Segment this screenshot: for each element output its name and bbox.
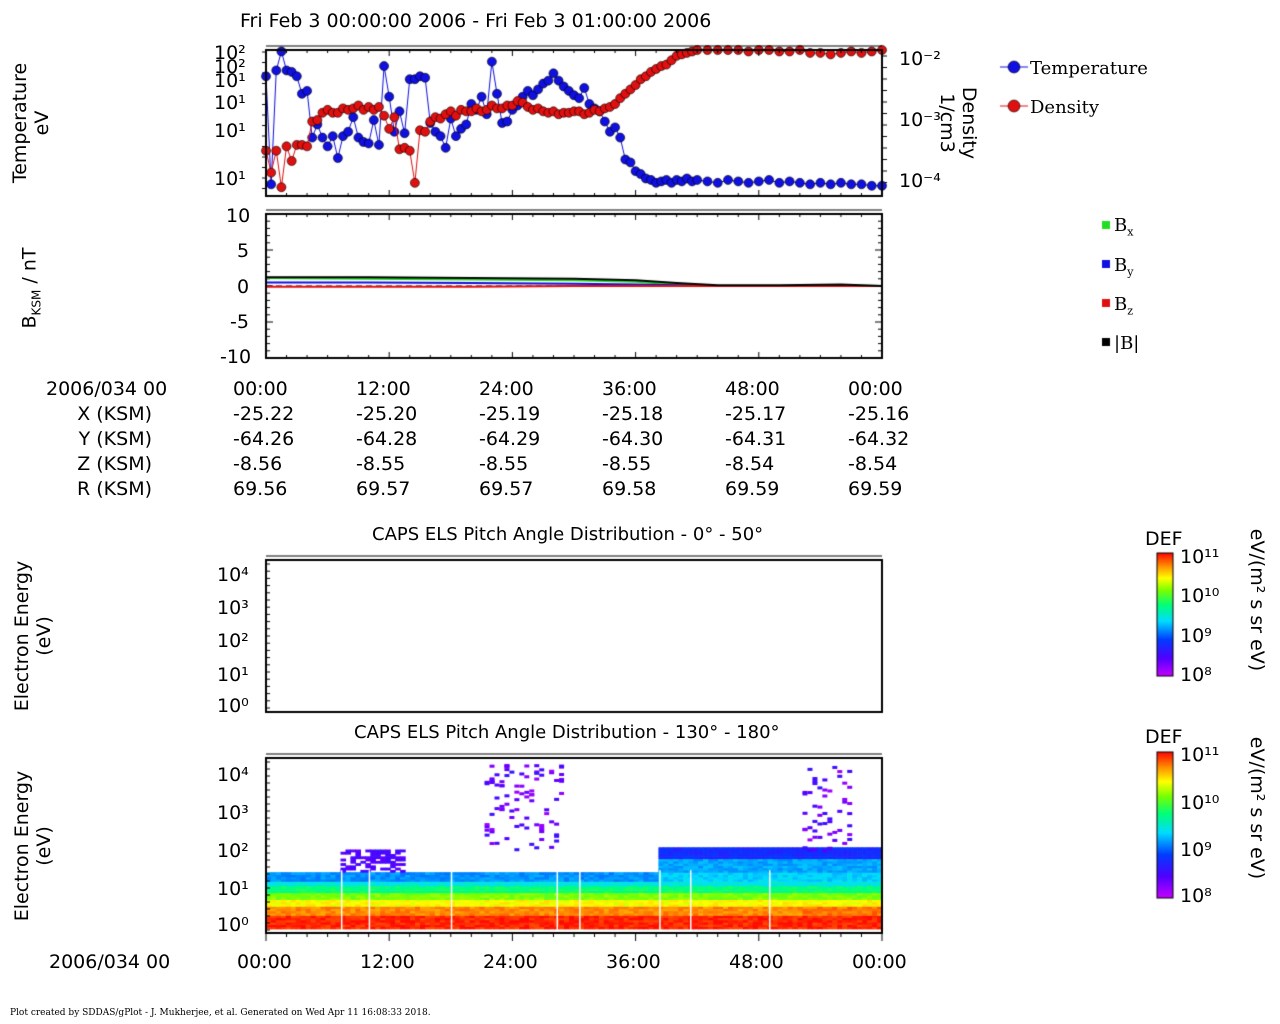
bottom-date-label: 2006/034 00 [49, 951, 171, 973]
ephem-value: 69.56 [233, 478, 288, 500]
magnetic-field-axis-label: BKSM / nT [18, 247, 44, 329]
legend-bmag: |B| [1114, 333, 1140, 354]
colorbar1-label: DEF [1145, 528, 1183, 550]
cb2-tick-0: 10¹¹ [1180, 744, 1220, 766]
ephem-row-label-2: Z (KSM) [77, 453, 152, 475]
b-tick-4: -10 [220, 346, 252, 368]
bottom-time-3: 36:00 [606, 951, 661, 973]
cb2-tick-2: 10⁹ [1180, 839, 1212, 861]
temp-tick-2: 10¹ [214, 70, 246, 92]
cb1-tick-3: 10⁸ [1180, 664, 1212, 686]
ephem-value: 69.57 [479, 478, 534, 500]
ephem-value: -8.54 [725, 453, 775, 475]
ephem-value: -25.17 [725, 403, 787, 425]
temp-tick-5: 10¹ [214, 168, 246, 190]
b-tick-0: 10 [226, 205, 251, 227]
ephem-time-2: 24:00 [479, 378, 534, 400]
cb1-tick-1: 10¹⁰ [1180, 585, 1220, 607]
spec1-tick-1: 10³ [217, 597, 249, 619]
footer-credit: Plot created by SDDAS/gPlot - J. Mukherj… [10, 1008, 431, 1018]
temp-tick-0: 10² [214, 42, 246, 64]
temp-tick-3: 10¹ [214, 92, 246, 114]
spectrogram1-ylabel: Electron Energy (eV) [11, 560, 55, 712]
legend-bx: Bx [1114, 215, 1134, 239]
ephem-value: 69.57 [356, 478, 411, 500]
spec2-tick-3: 10¹ [217, 878, 249, 900]
ephem-value: -8.55 [356, 453, 406, 475]
ephem-value: -64.26 [233, 428, 295, 450]
ephem-value: -25.19 [479, 403, 541, 425]
ephem-time-4: 48:00 [725, 378, 780, 400]
spec2-tick-4: 10⁰ [217, 914, 249, 936]
ephem-time-1: 12:00 [356, 378, 411, 400]
ephem-value: 69.59 [725, 478, 780, 500]
ephem-date-label: 2006/034 00 [46, 378, 168, 400]
bottom-time-4: 48:00 [729, 951, 784, 973]
plot-title: Fri Feb 3 00:00:00 2006 - Fri Feb 3 01:0… [240, 10, 712, 32]
ephem-value: -64.32 [848, 428, 910, 450]
ephem-row-label-3: R (KSM) [77, 478, 152, 500]
ephem-value: -64.29 [479, 428, 541, 450]
colorbar1-unit: eV/(m² s sr eV) [1245, 528, 1268, 672]
legend-density: Density [1030, 97, 1100, 118]
temp-tick-4: 10¹ [214, 120, 246, 142]
b-tick-2: 0 [237, 276, 250, 298]
ephem-value: -64.28 [356, 428, 418, 450]
temperature-axis-label: Temperature eV [9, 62, 53, 184]
colorbar2-unit: eV/(m² s sr eV) [1245, 736, 1268, 880]
density-axis-label: Density 1/cm3 [936, 86, 980, 160]
ephem-row-label-1: Y (KSM) [78, 428, 152, 450]
bottom-time-5: 00:00 [852, 951, 907, 973]
spec2-tick-2: 10² [217, 840, 249, 862]
b-tick-3: -5 [230, 311, 249, 333]
ephem-value: -8.55 [479, 453, 529, 475]
bottom-time-1: 12:00 [360, 951, 415, 973]
ephem-value: -8.54 [848, 453, 898, 475]
ephem-value: -25.18 [602, 403, 664, 425]
legend-bz: Bz [1114, 294, 1134, 318]
spectrogram2-ylabel: Electron Energy (eV) [11, 770, 55, 922]
spec2-tick-1: 10³ [217, 802, 249, 824]
ephem-time-0: 00:00 [233, 378, 288, 400]
temp-tick-1: 10² [214, 56, 246, 78]
density-tick-1: 10⁻³ [899, 109, 941, 131]
spec1-tick-2: 10² [217, 630, 249, 652]
ephem-value: -25.20 [356, 403, 418, 425]
spec1-tick-4: 10⁰ [217, 695, 249, 717]
spec2-tick-0: 10⁴ [217, 764, 249, 786]
ephem-value: -64.31 [725, 428, 787, 450]
spectrogram1-title: CAPS ELS Pitch Angle Distribution - 0° -… [372, 524, 764, 545]
cb2-tick-1: 10¹⁰ [1180, 792, 1220, 814]
ephem-value: -8.55 [602, 453, 652, 475]
ephem-value: -64.30 [602, 428, 664, 450]
ephem-value: 69.58 [602, 478, 657, 500]
ephem-row-label-0: X (KSM) [77, 403, 152, 425]
b-tick-1: 5 [237, 240, 250, 262]
ephem-value: -25.22 [233, 403, 295, 425]
cb1-tick-2: 10⁹ [1180, 625, 1212, 647]
ephem-time-3: 36:00 [602, 378, 657, 400]
ephem-value: -25.16 [848, 403, 910, 425]
ephem-value: -8.56 [233, 453, 283, 475]
ephem-value: 69.59 [848, 478, 903, 500]
bottom-time-2: 24:00 [483, 951, 538, 973]
spectrogram2-title: CAPS ELS Pitch Angle Distribution - 130°… [354, 722, 780, 743]
cb1-tick-0: 10¹¹ [1180, 546, 1220, 568]
spec1-tick-0: 10⁴ [217, 564, 249, 586]
density-tick-2: 10⁻⁴ [899, 170, 941, 192]
ephem-time-5: 00:00 [848, 378, 903, 400]
legend-by: By [1114, 255, 1134, 279]
legend-temperature: Temperature [1030, 58, 1148, 79]
density-tick-0: 10⁻² [899, 48, 941, 70]
spec1-tick-3: 10¹ [217, 664, 249, 686]
bottom-time-0: 00:00 [237, 951, 292, 973]
colorbar2-label: DEF [1145, 726, 1183, 748]
cb2-tick-3: 10⁸ [1180, 885, 1212, 907]
